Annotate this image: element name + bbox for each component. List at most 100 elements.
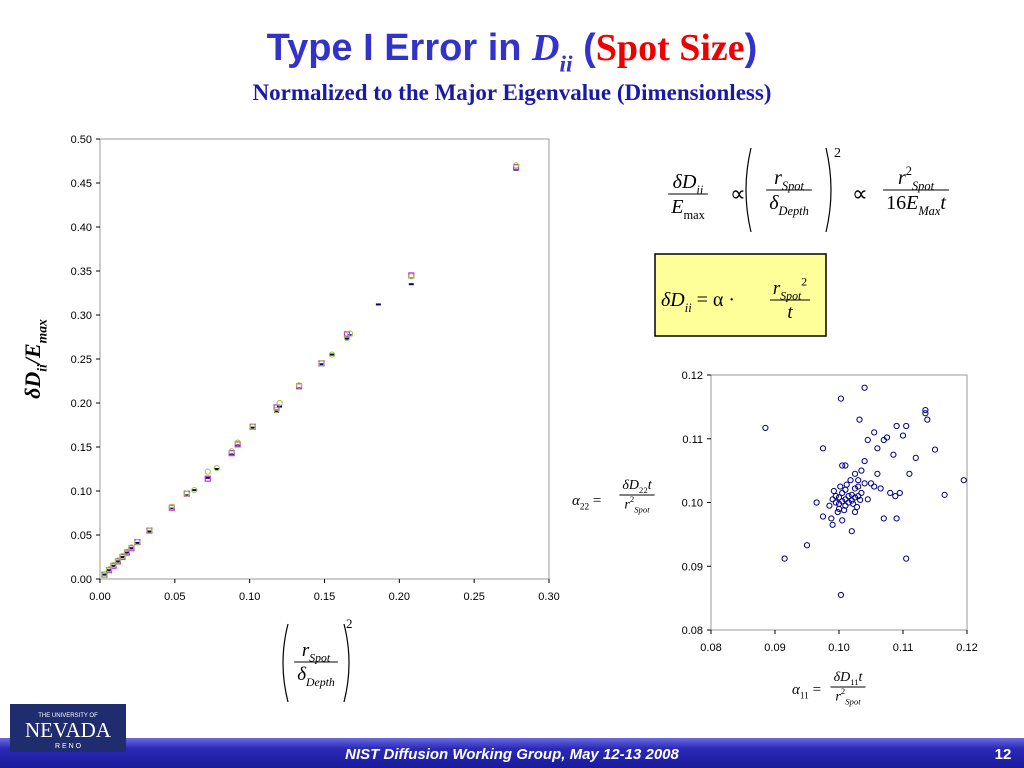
point xyxy=(835,494,843,501)
plot-area xyxy=(710,374,968,631)
point xyxy=(276,399,283,407)
point xyxy=(146,530,152,533)
y-tick-label: 0.05 xyxy=(71,530,92,542)
point xyxy=(408,273,415,280)
formula-part: α xyxy=(572,493,581,509)
y-tick-label: 0.10 xyxy=(71,486,92,498)
point xyxy=(842,462,849,469)
formula: δDii/Emax xyxy=(20,319,50,399)
formula: δDii = α · xyxy=(661,289,735,315)
formula-part: t xyxy=(787,302,793,323)
formula-part: δD xyxy=(834,670,851,685)
point xyxy=(110,564,116,567)
y-tick-label: 0.08 xyxy=(682,625,703,637)
formula: δDepth xyxy=(297,664,335,689)
formula: 16EMaxt xyxy=(886,192,946,218)
point xyxy=(128,547,134,550)
point xyxy=(856,416,863,423)
point xyxy=(922,410,929,417)
formula-part: Spot Size xyxy=(596,27,745,69)
point xyxy=(903,555,910,562)
point xyxy=(213,465,220,472)
x-tick-label: 0.11 xyxy=(893,642,914,654)
point xyxy=(899,432,907,439)
formula-part: = xyxy=(589,493,601,509)
point xyxy=(874,470,881,477)
point xyxy=(893,515,900,522)
formula-part: Spot xyxy=(845,697,861,707)
y-tick-label: 0.10 xyxy=(682,498,703,510)
point xyxy=(861,384,868,391)
formula-part: ) xyxy=(745,27,758,69)
point xyxy=(853,503,861,511)
formula-part: r xyxy=(835,689,841,704)
formula: α11 = xyxy=(792,682,821,702)
point xyxy=(842,496,849,503)
point xyxy=(328,351,336,358)
formula-part: ∝ xyxy=(852,181,868,206)
formula-part: Spot xyxy=(780,290,802,303)
point xyxy=(114,557,122,564)
point xyxy=(849,500,857,507)
y-tick-label: 0.11 xyxy=(682,434,703,446)
point xyxy=(105,566,113,573)
point xyxy=(858,467,865,474)
point xyxy=(101,573,107,576)
formula-part: 22 xyxy=(580,503,590,513)
point xyxy=(123,548,131,555)
point xyxy=(184,494,190,497)
formula-part: δD xyxy=(20,372,45,399)
point xyxy=(119,553,126,560)
point xyxy=(191,489,197,492)
formula: ∝ xyxy=(852,181,868,206)
formula: δD22t xyxy=(622,478,652,495)
point xyxy=(931,446,939,453)
point xyxy=(803,542,811,549)
point xyxy=(819,445,827,452)
point xyxy=(228,448,235,455)
point xyxy=(890,451,897,458)
x-tick-label: 0.05 xyxy=(164,591,185,603)
formula-part: Depth xyxy=(305,676,335,689)
point xyxy=(119,556,125,558)
formula-part: 2 xyxy=(346,616,353,631)
paren xyxy=(745,147,832,233)
x-tick-label: 0.08 xyxy=(700,642,721,654)
formula-part: r xyxy=(773,278,781,299)
logo-box xyxy=(10,704,126,752)
formula: α22 = xyxy=(572,493,601,513)
formula: ∝ xyxy=(730,181,746,206)
point xyxy=(183,490,190,497)
point xyxy=(861,457,868,465)
formula-part: ∝ xyxy=(730,181,746,206)
subtitle: Normalized to the Major Eigenvalue (Dime… xyxy=(253,80,772,105)
point xyxy=(205,476,211,479)
point xyxy=(273,406,280,414)
formula-part: 11 xyxy=(850,677,858,687)
point xyxy=(839,517,846,524)
formula-part: max xyxy=(683,208,705,222)
point xyxy=(848,528,855,535)
formula-part: Spot xyxy=(634,505,650,515)
point xyxy=(204,475,211,482)
point xyxy=(837,395,845,402)
point xyxy=(343,331,351,338)
point xyxy=(855,483,862,490)
logo-bottom: R E N O xyxy=(55,743,82,750)
point xyxy=(941,491,948,498)
formula-part: Spot xyxy=(912,179,935,193)
point xyxy=(115,560,121,563)
point xyxy=(839,498,846,505)
point xyxy=(924,416,931,423)
formula: 2 xyxy=(834,146,841,161)
point xyxy=(851,485,859,492)
point xyxy=(841,507,848,514)
point xyxy=(877,485,884,492)
point xyxy=(874,445,881,452)
formula-part: = xyxy=(809,682,821,698)
x-tick-label: 0.10 xyxy=(239,591,260,603)
point xyxy=(110,561,117,569)
point xyxy=(864,496,871,503)
point xyxy=(829,521,836,528)
formula-part: t xyxy=(859,670,864,685)
